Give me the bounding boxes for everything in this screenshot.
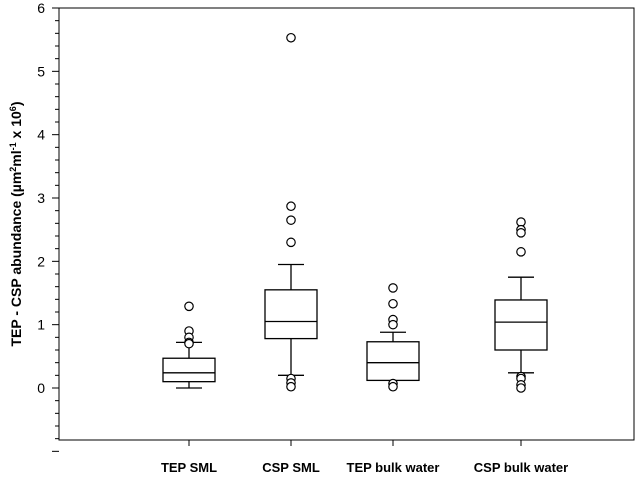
outlier-point bbox=[286, 32, 296, 43]
x-tick-label: CSP SML bbox=[262, 460, 320, 475]
y-tick-label: 1 bbox=[37, 317, 45, 333]
outlier-point bbox=[516, 228, 526, 238]
iqr-box bbox=[366, 341, 420, 382]
box-group bbox=[494, 217, 548, 393]
outlier-point bbox=[388, 298, 398, 309]
outlier-point bbox=[286, 215, 296, 225]
plot-frame bbox=[58, 7, 635, 441]
y-tick-label: 4 bbox=[37, 127, 45, 143]
y-tick-label: 5 bbox=[37, 63, 45, 79]
outlier-point bbox=[388, 319, 398, 330]
outlier-point bbox=[286, 381, 296, 392]
iqr-box bbox=[264, 289, 318, 340]
outlier-point bbox=[184, 338, 194, 349]
outlier-point bbox=[388, 381, 398, 392]
outlier-point bbox=[388, 283, 398, 293]
iqr-box bbox=[162, 357, 216, 383]
x-tick-label: TEP bulk water bbox=[347, 460, 440, 475]
x-axis: TEP SML CSP SML TEP bulk water CSP bulk wat… bbox=[161, 440, 568, 475]
box-group bbox=[366, 283, 420, 392]
y-tick-label: 2 bbox=[37, 253, 45, 269]
outlier-point bbox=[516, 383, 526, 393]
outlier-point bbox=[286, 237, 296, 248]
box-group bbox=[162, 301, 216, 389]
y-tick-label: 0 bbox=[37, 380, 45, 396]
outlier-point bbox=[184, 301, 194, 312]
y-axis-label: TEP - CSP abundance (µm2ml-1 x 106) bbox=[8, 101, 24, 346]
x-tick-label: TEP SML bbox=[161, 460, 217, 475]
outlier-point bbox=[286, 201, 296, 212]
iqr-box bbox=[494, 299, 548, 351]
y-tick-label: 3 bbox=[37, 190, 45, 206]
y-axis: 0 1 2 3 4 5 6 bbox=[37, 0, 59, 452]
y-tick-label: 6 bbox=[37, 0, 45, 16]
outlier-point bbox=[516, 247, 526, 257]
boxes bbox=[162, 32, 548, 393]
box-group bbox=[264, 32, 318, 392]
x-tick-label: CSP bulk water bbox=[474, 460, 568, 475]
